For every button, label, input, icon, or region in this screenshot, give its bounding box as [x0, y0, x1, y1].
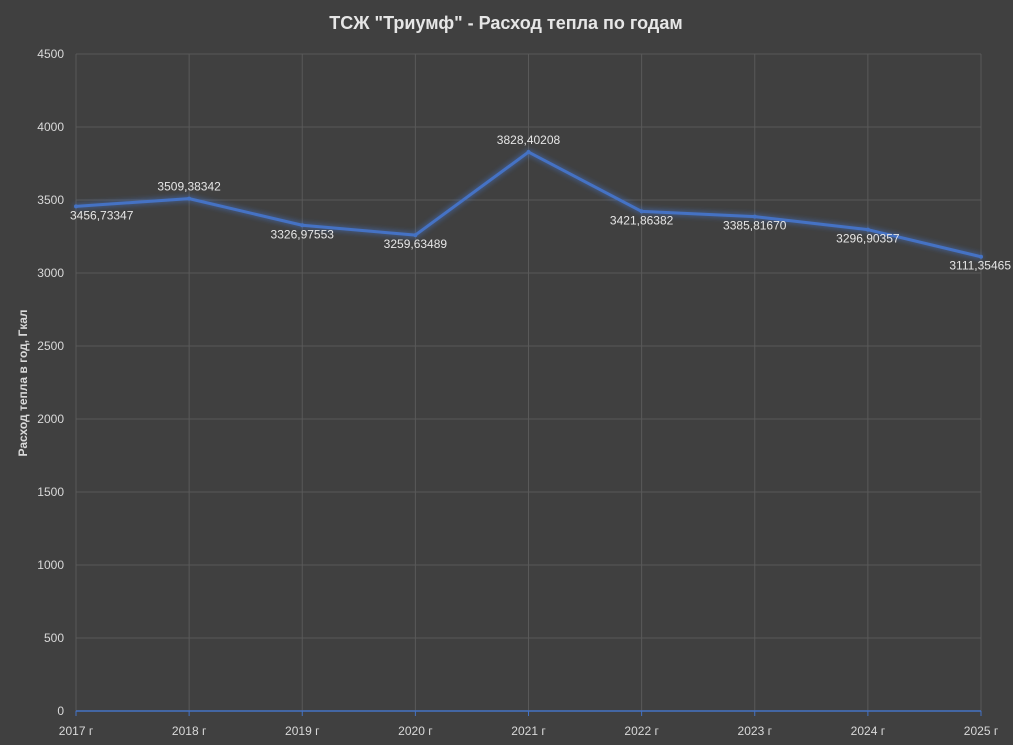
- data-label: 3111,35465: [949, 259, 1011, 273]
- data-point: [74, 204, 78, 209]
- gridlines: [75, 53, 982, 711]
- data-label: 3296,90357: [836, 232, 900, 246]
- y-tick-label: 3000: [37, 266, 64, 280]
- x-tick-label: 2019 г: [285, 724, 320, 738]
- chart-title: ТСЖ "Триумф" - Расход тепла по годам: [329, 13, 682, 33]
- x-tick-label: 2017 г: [59, 724, 94, 738]
- x-tick-label: 2024 г: [851, 724, 886, 738]
- x-tick-label: 2021 г: [511, 724, 546, 738]
- x-tick-label: 2025 г: [964, 724, 999, 738]
- y-tick-label: 4500: [37, 47, 64, 61]
- data-point: [187, 196, 192, 201]
- data-label: 3326,97553: [271, 227, 335, 241]
- data-label: 3385,81670: [723, 219, 787, 233]
- x-tick-label: 2023 г: [738, 724, 773, 738]
- points-layer: [74, 150, 983, 259]
- y-tick-label: 4000: [37, 120, 64, 134]
- x-tick-label: 2020 г: [398, 724, 433, 738]
- data-label: 3259,63489: [384, 237, 448, 251]
- y-tick-label: 0: [57, 704, 64, 718]
- data-point: [413, 233, 418, 238]
- data-labels: 3456,73347 3509,38342 3326,97553 3259,63489…: [70, 133, 1011, 273]
- data-point: [526, 150, 531, 155]
- data-label: 3509,38342: [157, 180, 221, 194]
- data-label: 3828,40208: [497, 133, 561, 147]
- y-tick-label: 500: [44, 631, 64, 645]
- y-tick-label: 2500: [37, 339, 64, 353]
- data-point: [300, 223, 305, 228]
- data-label: 3456,73347: [70, 208, 134, 222]
- data-point: [752, 214, 757, 219]
- y-tick-label: 1500: [37, 485, 64, 499]
- x-tick-label: 2022 г: [624, 724, 659, 738]
- y-axis-ticks: 0 500 1000 1500 2000 2500 3000 3500 4000 4500: [37, 47, 64, 718]
- data-point: [639, 209, 644, 214]
- y-tick-label: 1000: [37, 558, 64, 572]
- y-tick-label: 3500: [37, 193, 64, 207]
- data-point: [979, 254, 983, 259]
- y-axis-label: Расход тепла в год, Гкал: [16, 309, 30, 456]
- data-label: 3421,86382: [610, 213, 674, 227]
- y-tick-label: 2000: [37, 412, 64, 426]
- x-tick-label: 2018 г: [172, 724, 207, 738]
- x-axis: [75, 710, 982, 716]
- data-point: [865, 227, 870, 232]
- x-axis-ticks: 2017 г 2018 г 2019 г 2020 г 2021 г 2022 г 2023…: [59, 724, 999, 738]
